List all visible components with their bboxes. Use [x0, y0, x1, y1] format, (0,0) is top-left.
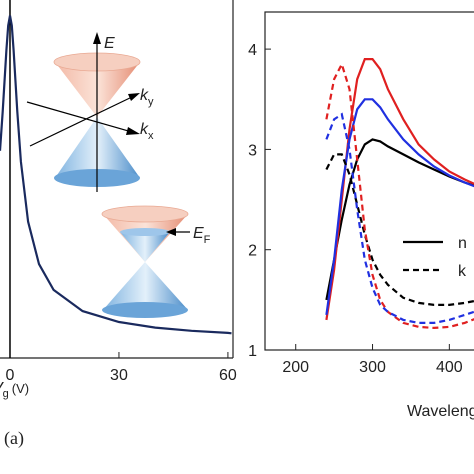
y-tick-label: 2	[248, 243, 257, 260]
label-kx-sub: x	[148, 130, 154, 142]
series-line	[325, 153, 474, 306]
legend-label: k	[458, 263, 467, 280]
label-ef-sub: F	[204, 234, 211, 246]
label-e: E	[104, 35, 115, 52]
panel-label: (a)	[4, 428, 24, 449]
label-ef-symbol: E	[193, 225, 204, 242]
series-line	[325, 61, 474, 330]
series-line	[0, 15, 232, 335]
x-tick-label: 60	[219, 367, 237, 384]
x-tick-label: 200	[282, 359, 309, 376]
x-axis-label: Wavelength (nm)	[407, 403, 474, 420]
label-ky: ky	[140, 87, 154, 108]
legend-label: n	[458, 235, 467, 252]
label-ky-symbol: k	[140, 87, 149, 104]
x-axis-symbol: V	[0, 380, 4, 397]
x-axis-sub: g	[3, 388, 9, 400]
label-ky-sub: y	[148, 96, 154, 108]
y-tick-label: 4	[248, 42, 257, 59]
y-tick-label: 3	[248, 142, 257, 159]
x-axis-label: Vg(V)	[0, 380, 29, 400]
x-tick-label: 400	[436, 359, 463, 376]
inset-cones	[26, 32, 190, 318]
y-tick-label: 1	[248, 343, 257, 360]
label-ef: EF	[193, 225, 211, 246]
legend-box	[398, 226, 474, 282]
x-tick-label: 30	[110, 367, 128, 384]
plot-frame	[264, 11, 474, 351]
label-kx: kx	[140, 121, 154, 142]
right-panel: Wavelength (nm) 2003004005001234nk	[248, 11, 474, 420]
series-line	[325, 112, 474, 324]
x-tick-label: 300	[359, 359, 386, 376]
x-tick-label: 0	[6, 367, 15, 384]
series-line	[325, 138, 474, 301]
x-axis-unit: (V)	[12, 381, 29, 396]
label-kx-symbol: k	[140, 121, 149, 138]
